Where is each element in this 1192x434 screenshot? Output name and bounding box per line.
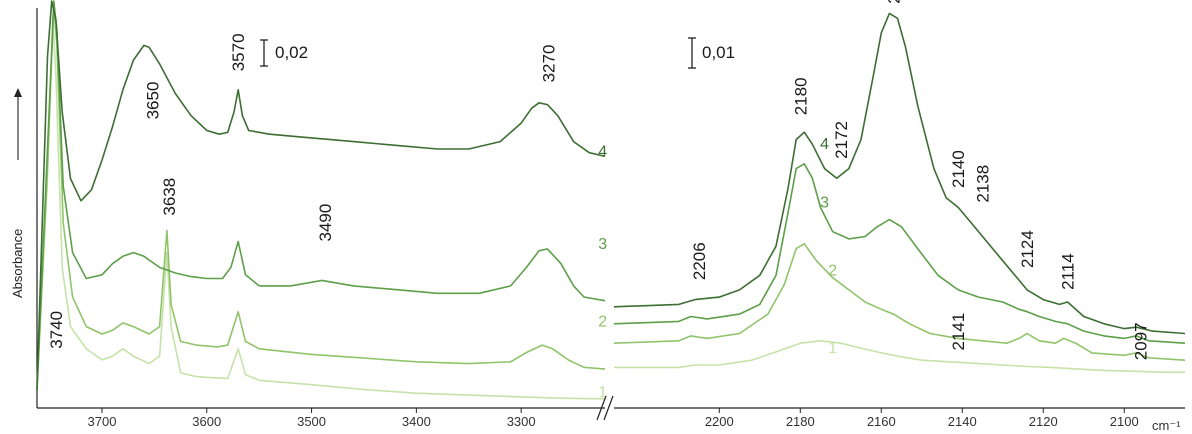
- right-panel: 2200 2180 2160 2140 2120 2100 2206 2180 2172 215…: [613, 0, 1186, 433]
- curve-number-3: 3: [598, 236, 607, 253]
- x-tick-label-3700: 3700: [88, 414, 117, 429]
- left-panel: 3700 3600 3500 3400 3300 3740 3650 3638 3570 349…: [10, 0, 607, 429]
- scale-bar-label: 0,02: [275, 43, 308, 62]
- axis-break-mark-1: [596, 395, 607, 421]
- curve-number-2: 2: [598, 314, 607, 331]
- right-x-ticks: 2200 2180 2160 2140 2120 2100: [705, 408, 1139, 429]
- spectrum-curve-1: [614, 340, 1185, 374]
- peak-label-2141: 2141: [949, 313, 968, 351]
- x-tick-label-3300: 3300: [507, 414, 536, 429]
- spectrum-curve-2: [36, 3, 606, 390]
- left-scale-bar: 0,02: [260, 39, 308, 67]
- spectrum-curve-3: [613, 163, 1186, 344]
- right-curves: [613, 12, 1186, 374]
- peak-label-3570: 3570: [229, 33, 248, 71]
- absorbance-axis-title: Absorbance: [10, 88, 25, 298]
- peak-label-2172: 2172: [832, 121, 851, 159]
- spectrum-curve-4: [613, 12, 1186, 335]
- peak-label-2206: 2206: [690, 242, 709, 280]
- x-tick-label-3600: 3600: [192, 414, 221, 429]
- x-tick-label-2160: 2160: [867, 414, 896, 429]
- scale-bar-label: 0,01: [702, 43, 735, 62]
- x-tick-label-2200: 2200: [705, 414, 734, 429]
- spectrum-curve-4: [36, 0, 606, 390]
- peak-label-2158: 2158: [884, 0, 903, 4]
- x-tick-label-2140: 2140: [948, 414, 977, 429]
- peak-label-3638: 3638: [160, 178, 179, 216]
- peak-label-3740: 3740: [47, 311, 66, 349]
- left-curves: [36, 0, 606, 400]
- x-tick-label-2120: 2120: [1029, 414, 1058, 429]
- right-scale-bar: 0,01: [688, 37, 735, 69]
- curve-number-1: 1: [828, 340, 837, 357]
- curve-number-2: 2: [828, 262, 837, 279]
- curve-number-3: 3: [820, 194, 829, 211]
- peak-label-2124: 2124: [1018, 230, 1037, 268]
- x-axis-unit-label: cm⁻¹: [1152, 418, 1181, 433]
- up-arrow-icon: [14, 88, 22, 97]
- curve-number-4: 4: [820, 136, 829, 153]
- peak-label-2097: 2097: [1132, 322, 1151, 360]
- spectrum-curve-3: [36, 0, 606, 390]
- y-axis-label: Absorbance: [10, 229, 25, 298]
- peak-label-2138: 2138: [974, 165, 993, 203]
- x-tick-label-3400: 3400: [402, 414, 431, 429]
- peak-label-2180: 2180: [791, 77, 810, 115]
- left-x-ticks: 3700 3600 3500 3400 3300: [88, 408, 536, 429]
- x-tick-label-2180: 2180: [786, 414, 815, 429]
- spectrum-curve-1: [36, 15, 606, 400]
- curve-number-4: 4: [598, 143, 607, 160]
- peak-label-3270: 3270: [539, 45, 558, 83]
- peak-label-2140: 2140: [949, 150, 968, 188]
- spectrum-curve-2: [613, 243, 1186, 361]
- axis-break: [596, 395, 614, 421]
- curve-number-1: 1: [598, 384, 607, 401]
- x-tick-label-3500: 3500: [297, 414, 326, 429]
- x-tick-label-2100: 2100: [1110, 414, 1139, 429]
- peak-label-2114: 2114: [1059, 253, 1078, 290]
- axis-break-mark-2: [603, 395, 614, 421]
- peak-label-3490: 3490: [316, 204, 335, 242]
- peak-label-3650: 3650: [143, 82, 162, 120]
